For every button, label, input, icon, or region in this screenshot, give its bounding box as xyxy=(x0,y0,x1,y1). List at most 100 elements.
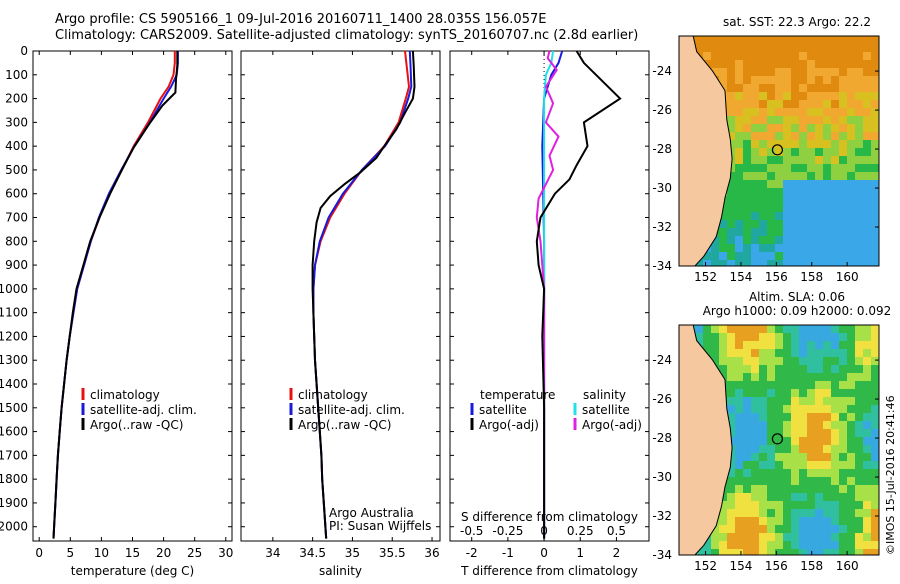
map-cell xyxy=(855,533,863,541)
map-cell xyxy=(783,453,791,461)
map-cell xyxy=(831,461,839,469)
map-cell xyxy=(783,204,791,212)
map-cell xyxy=(799,525,807,533)
map-cell xyxy=(855,381,863,389)
map-cell xyxy=(839,92,847,100)
map-cell xyxy=(759,357,767,365)
map-cell xyxy=(751,325,759,333)
map-cell xyxy=(719,212,727,220)
map-cell xyxy=(871,116,879,124)
map-cell xyxy=(815,485,823,493)
map-cell xyxy=(815,389,823,397)
map-cell xyxy=(783,525,791,533)
map-cell xyxy=(759,180,767,188)
map-cell xyxy=(831,365,839,373)
map-cell xyxy=(735,421,743,429)
map-cell xyxy=(759,421,767,429)
map-cell xyxy=(799,509,807,517)
map-cell xyxy=(735,517,743,525)
map-cell xyxy=(719,228,727,236)
map-cell xyxy=(839,445,847,453)
map-cell xyxy=(743,52,751,60)
map-cell xyxy=(855,76,863,84)
map-cell xyxy=(831,76,839,84)
map-cell xyxy=(735,413,743,421)
map-cell xyxy=(871,389,879,397)
y-tick-label: 1700 xyxy=(0,448,28,462)
map-cell xyxy=(831,501,839,509)
map-cell xyxy=(871,445,879,453)
map-cell xyxy=(839,341,847,349)
map-cell xyxy=(791,84,799,92)
map-cell xyxy=(823,36,831,44)
map-cell xyxy=(815,413,823,421)
map-cell xyxy=(847,461,855,469)
map-cell xyxy=(799,212,807,220)
map-cell xyxy=(871,477,879,485)
panel-annotation: PI: Susan Wijffels xyxy=(329,519,431,533)
map-x-tick-label: 152 xyxy=(694,559,717,573)
map-cell xyxy=(807,212,815,220)
map-cell xyxy=(871,180,879,188)
map-cell xyxy=(815,533,823,541)
map-cell xyxy=(791,172,799,180)
map-cell xyxy=(815,501,823,509)
map-cell xyxy=(751,164,759,172)
map-cell xyxy=(823,124,831,132)
map-cell xyxy=(783,389,791,397)
map-cell xyxy=(807,501,815,509)
map-cell xyxy=(743,132,751,140)
map-x-tick-label: 158 xyxy=(800,270,823,284)
map-x-tick-label: 160 xyxy=(836,559,859,573)
map-cell xyxy=(751,116,759,124)
map-cell xyxy=(743,357,751,365)
map-cell xyxy=(775,461,783,469)
map-cell xyxy=(863,244,871,252)
map-cell xyxy=(759,477,767,485)
map-cell xyxy=(871,260,879,266)
map-cell xyxy=(839,549,847,555)
map-cell xyxy=(863,196,871,204)
map-cell xyxy=(783,485,791,493)
map-cell xyxy=(735,349,743,357)
map-cell xyxy=(727,52,735,60)
map-cell xyxy=(791,92,799,100)
map-cell xyxy=(847,397,855,405)
map-cell xyxy=(727,469,735,477)
map-cell xyxy=(791,140,799,148)
map-cell xyxy=(751,517,759,525)
map-cell xyxy=(823,549,831,555)
map-cell xyxy=(815,52,823,60)
map-cell xyxy=(735,164,743,172)
map-cell xyxy=(751,172,759,180)
map-cell xyxy=(863,164,871,172)
map-cell xyxy=(815,220,823,228)
map-cell xyxy=(767,397,775,405)
map-cell xyxy=(759,172,767,180)
map-cell xyxy=(751,84,759,92)
map-cell xyxy=(863,220,871,228)
map-cell xyxy=(735,100,743,108)
map-cell xyxy=(735,68,743,76)
map-y-tick-label: -26 xyxy=(652,103,672,117)
map-cell xyxy=(815,341,823,349)
map-cell xyxy=(743,501,751,509)
map-cell xyxy=(727,413,735,421)
map-cell xyxy=(791,333,799,341)
map-cell xyxy=(855,212,863,220)
map-cell xyxy=(815,228,823,236)
map-cell xyxy=(839,389,847,397)
map-cell xyxy=(823,341,831,349)
map-cell xyxy=(783,116,791,124)
map-cell xyxy=(719,501,727,509)
map-cell xyxy=(727,68,735,76)
map-cell xyxy=(871,196,879,204)
map-cell xyxy=(839,461,847,469)
map-cell xyxy=(839,100,847,108)
map-cell xyxy=(871,132,879,140)
map-cell xyxy=(767,164,775,172)
map-x-tick-label: 160 xyxy=(836,270,859,284)
map-cell xyxy=(767,525,775,533)
map-cell xyxy=(775,509,783,517)
